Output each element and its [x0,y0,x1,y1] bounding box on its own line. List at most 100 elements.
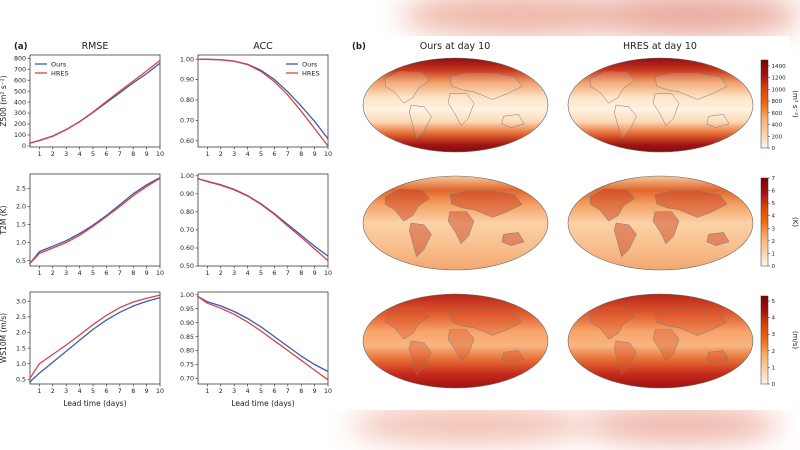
line-charts: 1 2 3 4 5 6 7 8 9 100100200300400500600700800Z500… [0,54,332,408]
colorbar-unit-label: (K) [791,217,799,227]
continent-outline [589,70,635,104]
y-tick-label: 0.80 [180,97,194,104]
colorbar-unit-label: (m/s) [791,331,799,350]
y-tick-label: 500 [14,88,26,95]
x-tick-label: 5 [91,388,95,395]
x-tick-label: 4 [246,270,250,277]
x-tick-label: 5 [91,151,95,158]
continent-outline [449,190,523,218]
y-tick-label: 100 [14,132,26,139]
x-tick-label: 9 [313,151,317,158]
x-tick-label: 7 [286,388,290,395]
series-line-hres [28,294,161,380]
continent-outline [384,188,430,222]
colorbar-tick-label: 6 [772,189,776,195]
x-tick-label: 9 [145,270,149,277]
colorbar-tick-label: 1200 [772,76,787,82]
acc-column-title: ACC [253,41,273,52]
x-tick-label: 9 [145,151,149,158]
x-tick-label: 10 [156,388,164,395]
colorbar-tick-label: 3 [772,226,776,232]
x-tick-label: 6 [272,270,276,277]
colorbar-tick-label: 2 [772,349,776,355]
continent-outline [652,329,680,363]
colorbar-tick-label: 400 [772,123,783,129]
x-tick-label: 9 [313,270,317,277]
x-tick-label: 7 [118,151,122,158]
y-tick-label: 1.5 [16,222,26,229]
continent-outline [449,72,523,100]
colorbar-unit-label: (m² s⁻²) [791,90,799,118]
series-line-ours [197,177,329,257]
colorbar-tick-label: 5 [772,299,776,305]
x-tick-label: 6 [272,151,276,158]
y-tick-label: 600 [14,77,26,84]
x-axis-label: Lead time (days) [63,399,126,408]
x-tick-label: 4 [246,388,250,395]
x-tick-label: 1 [37,151,41,158]
x-tick-label: 5 [91,270,95,277]
continent-outline [501,350,525,364]
x-tick-label: 10 [324,388,332,395]
plot-frame [29,291,161,385]
continent-outline [589,188,635,222]
y-tick-label: 0.5 [16,377,26,384]
panel-b-label: (b) [352,42,366,52]
continent-outline [409,104,432,140]
y-tick-label: 0.60 [180,245,194,252]
continent-outline [614,104,637,140]
x-tick-label: 2 [219,151,223,158]
colorbar-tick-label: 1000 [772,87,787,93]
colorbar [760,59,769,149]
x-tick-label: 4 [78,151,82,158]
x-tick-label: 5 [259,388,263,395]
x-tick-label: 8 [299,388,303,395]
y-tick-label: 0.70 [180,118,194,125]
chart-t2m-rmse: 1 2 3 4 5 6 7 8 9 10 0.5 1.0 1.5 2.0 2.5 T2M (K) [0,173,164,277]
legend-entry: HRES [51,69,69,77]
x-tick-label: 2 [51,270,55,277]
x-tick-label: 10 [324,270,332,277]
y-tick-label: 0.75 [180,362,194,369]
map-z500-ours [362,57,549,153]
y-tick-label: 0.5 [16,258,26,265]
map-ws10m-hres [567,293,754,389]
colorbar [760,177,769,267]
series-line-hres [29,59,161,144]
y-tick-label: 400 [14,99,26,106]
y-tick-label: 1.5 [16,345,26,352]
continent-outline [447,93,475,127]
y-tick-label: 0.70 [180,227,194,234]
colorbar-tick-label: 4 [772,316,776,322]
y-tick-label: 0.80 [180,348,194,355]
x-tick-label: 7 [118,270,122,277]
y-tick-label: 1.00 [180,292,194,299]
y-tick-label: 1.00 [180,56,194,63]
y-axis-label: WS10M (m/s) [0,313,8,363]
y-tick-label: 0.50 [180,263,194,270]
x-tick-label: 8 [131,388,135,395]
series-line-hres [28,177,161,265]
x-tick-label: 10 [156,270,164,277]
x-tick-label: 6 [104,388,108,395]
colorbar-tick-label: 4 [772,214,776,220]
y-tick-label: 0.90 [180,320,194,327]
y-tick-label: 0.85 [180,334,194,341]
x-tick-label: 2 [219,388,223,395]
map-ws10m-ours [362,293,549,389]
x-tick-label: 2 [51,388,55,395]
legend-entry: Ours [51,60,67,68]
error-maps: 0 200 400 600 800 1000 1200 1400 (m² s⁻²) 0 1 2 3 4 5 6… [362,57,799,389]
series-line-ours [196,295,329,373]
y-tick-label: 0.70 [180,376,194,383]
continent-outline [614,340,637,376]
chart-ws10m-rmse: 1 2 3 4 5 6 7 8 9 10 0.5 1.0 1.5 2.0 2.5 3.0 WS10M (m/s)… [0,291,164,408]
plot-frame [197,173,329,267]
plot-frame [29,173,161,267]
continent-outline [384,306,430,340]
ours-map-column-title: Ours at day 10 [420,41,491,52]
x-tick-label: 1 [37,388,41,395]
series-line-hres [196,295,329,381]
